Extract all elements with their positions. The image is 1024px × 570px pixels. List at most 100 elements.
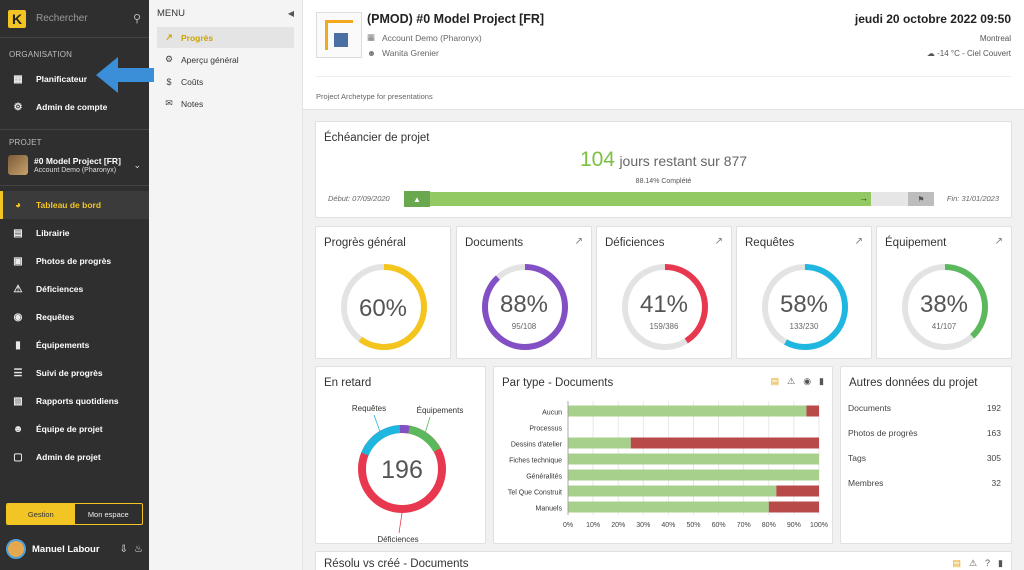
stat-title: Documents	[465, 237, 524, 249]
sidebar: K Rechercher ⚲ ORGANISATION ▦ Planificat…	[0, 0, 149, 570]
sidebar-item-photos[interactable]: ▣ Photos de progrès	[0, 247, 149, 275]
menu-item-notes[interactable]: ✉ Notes	[157, 93, 294, 114]
x-tick-label: 0%	[563, 522, 573, 529]
user-actions: ⇩ ♨	[120, 544, 143, 555]
row-label: Tags	[848, 453, 866, 463]
y-category-label: Fiches technique	[509, 458, 562, 465]
sidebar-item-requetes[interactable]: ◉ Requêtes	[0, 303, 149, 331]
x-tick-label: 80%	[762, 522, 776, 529]
library-icon[interactable]: ▤	[770, 376, 780, 386]
user-bar: Manuel Labour ⇩ ♨	[6, 537, 143, 561]
stat-percent: 41%	[639, 291, 689, 318]
sidebar-item-librairie[interactable]: ▤ Librairie	[0, 219, 149, 247]
project-selector[interactable]: #0 Model Project [FR] Account Demo (Phar…	[0, 147, 149, 185]
building-icon: ▦	[367, 32, 376, 42]
sidebar-item-equipements[interactable]: ▮ Équipements	[0, 331, 149, 359]
late-total: 196	[381, 456, 423, 484]
sidebar-item-tableau-de-bord[interactable]: ◕ Tableau de bord	[0, 191, 149, 219]
days-remaining: 104 jours restant sur 877	[316, 148, 1011, 172]
days-left-text: jours restant sur 877	[619, 153, 748, 169]
sidebar-item-suivi[interactable]: ☰ Suivi de progrès	[0, 359, 149, 387]
external-link-icon[interactable]: ↗	[994, 236, 1003, 247]
x-tick-label: 70%	[737, 522, 751, 529]
y-category-label: Manuels	[536, 506, 563, 513]
external-link-icon[interactable]: ↗	[854, 236, 863, 247]
y-category-label: Tel Que Construit	[508, 490, 562, 497]
resolved-title: Résolu vs créé - Documents	[324, 558, 469, 570]
help-icon[interactable]: ?	[985, 558, 991, 568]
sidebar-item-equipe[interactable]: ☻ Équipe de projet	[0, 415, 149, 443]
stat-card: Progrès général 60%	[315, 226, 451, 359]
barcode-icon[interactable]: ▮	[819, 376, 824, 386]
library-icon[interactable]: ▤	[952, 558, 961, 568]
list-icon: ☰	[13, 367, 23, 379]
sidebar-item-label: Déficiences	[36, 284, 84, 294]
sidebar-item-label: Librairie	[36, 228, 70, 238]
user-name[interactable]: Manuel Labour	[32, 543, 100, 555]
warning-icon[interactable]: ⚠	[968, 558, 978, 568]
header-person: ☻ Wanita Grenier	[367, 48, 439, 58]
stat-count: 159/386	[649, 322, 679, 331]
menu-title: MENU	[157, 7, 185, 19]
other-data-row: Tags 305	[848, 453, 1001, 463]
warning-icon[interactable]: ⚠	[787, 376, 796, 386]
bar-segment	[568, 405, 807, 417]
x-tick-label: 30%	[636, 522, 650, 529]
stat-title: Progrès général	[324, 237, 406, 249]
toggle-mon-espace[interactable]: Mon espace	[87, 509, 129, 519]
timeline-title: Échéancier de projet	[324, 132, 430, 144]
sidebar-top: K Rechercher ⚲	[0, 0, 149, 38]
divider	[316, 76, 1011, 77]
menu-item-progres[interactable]: ↗ Progrès	[157, 27, 294, 48]
timeline-progress-bar: ▲ → ⚑	[404, 191, 934, 207]
external-link-icon[interactable]: ↗	[574, 236, 583, 247]
sidebar-item-planificateur[interactable]: ▦ Planificateur	[0, 65, 149, 93]
sidebar-item-deficiences[interactable]: ⚠ Déficiences	[0, 275, 149, 303]
sidebar-item-admin-projet[interactable]: ▢ Admin de projet	[0, 443, 149, 471]
row-value: 192	[986, 403, 1001, 413]
x-tick-label: 50%	[686, 522, 700, 529]
other-data-card: Autres données du projet Documents 192 P…	[840, 366, 1012, 544]
late-title: En retard	[324, 377, 372, 389]
late-label-requetes: Requêtes	[352, 404, 386, 413]
map-pin-icon[interactable]: ◉	[803, 376, 812, 386]
calendar-icon: ▦	[13, 73, 23, 85]
bar-segment	[776, 485, 819, 497]
sidebar-item-label: Équipements	[36, 340, 90, 350]
stat-count: 133/230	[789, 322, 819, 331]
team-icon: ☻	[12, 423, 24, 435]
row-value: 32	[991, 478, 1001, 488]
sidebar-item-label: Équipe de projet	[36, 424, 103, 434]
sidebar-item-admin-compte[interactable]: ⚙ Admin de compte	[0, 93, 149, 121]
menu-item-couts[interactable]: $ Coûts	[157, 71, 294, 92]
chart-title: Par type - Documents	[502, 377, 614, 389]
inbox-icon[interactable]: ⇩	[119, 543, 129, 555]
collapse-icon[interactable]: ◀	[287, 8, 294, 18]
stat-percent: 58%	[779, 291, 829, 318]
stat-card: Équipement ↗ 38% 41/107	[876, 226, 1012, 359]
row-value: 163	[986, 428, 1001, 438]
page-title: (PMOD) #0 Model Project [FR]	[367, 12, 545, 26]
row-label: Photos de progrès	[848, 428, 918, 438]
crane-icon: ▲	[404, 191, 430, 207]
bar-segment	[568, 485, 777, 497]
project-image	[316, 12, 362, 58]
search-input[interactable]: Rechercher	[36, 13, 88, 24]
toggle-gestion[interactable]: Gestion	[7, 504, 75, 524]
menu-item-label: Coûts	[181, 76, 204, 87]
menu-item-label: Notes	[181, 98, 204, 109]
user-icon: ☻	[367, 48, 376, 58]
document-icon: ▧	[13, 395, 23, 407]
search-icon[interactable]: ⚲	[132, 13, 141, 25]
sidebar-item-rapports[interactable]: ▧ Rapports quotidiens	[0, 387, 149, 415]
header-weather: ☁ -14 °C - Ciel Couvert	[927, 49, 1011, 58]
org-section-label: ORGANISATION	[9, 50, 73, 59]
bar-segment	[568, 469, 819, 481]
barcode-icon[interactable]: ▮	[998, 558, 1003, 568]
bell-icon[interactable]: ♨	[134, 543, 143, 555]
menu-item-apercu[interactable]: ⚙ Aperçu général	[157, 49, 294, 70]
app-logo[interactable]: K	[8, 9, 26, 28]
avatar[interactable]	[6, 539, 26, 559]
external-link-icon[interactable]: ↗	[714, 236, 723, 247]
bar-segment	[568, 453, 819, 465]
